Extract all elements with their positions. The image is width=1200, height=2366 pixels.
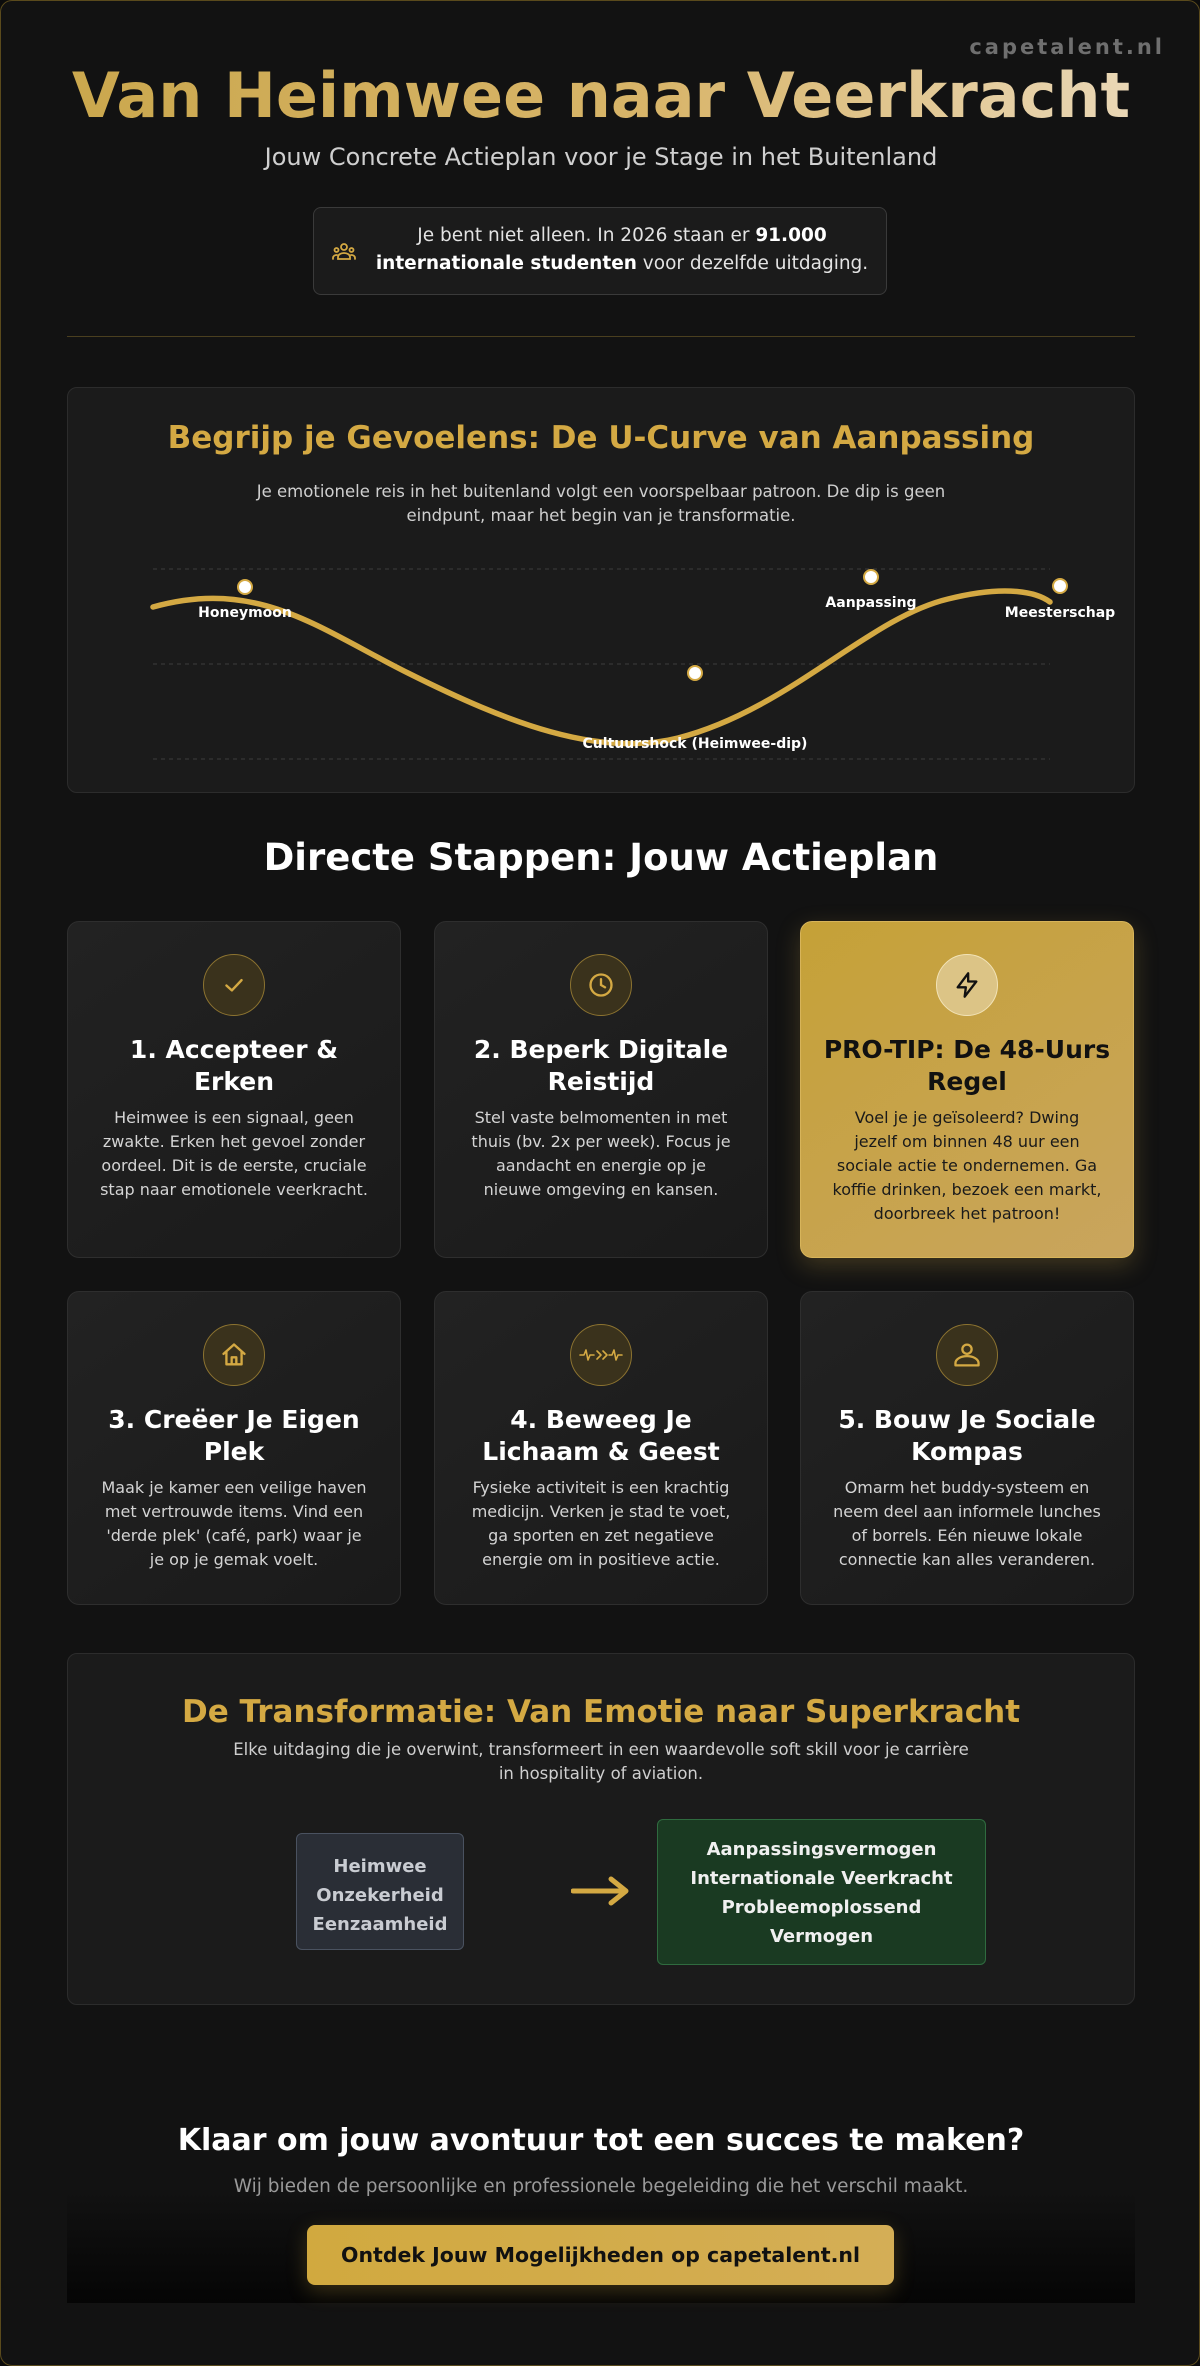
- ucurve-section: Begrijp je Gevoelens: De U-Curve van Aan…: [67, 387, 1135, 793]
- superpower-item: Aanpassingsvermogen: [706, 1839, 937, 1860]
- emotion-item: Onzekerheid: [316, 1885, 444, 1906]
- user-icon: [936, 1324, 998, 1386]
- superpower-box: Aanpassingsvermogen Internationale Veerk…: [657, 1819, 986, 1965]
- svg-text:Honeymoon: Honeymoon: [198, 605, 292, 621]
- step-text: Stel vaste belmomenten in met thuis (bv.…: [471, 1108, 731, 1199]
- step-card-protip: PRO-TIP: De 48-Uurs Regel Voel je je geï…: [800, 921, 1134, 1258]
- page-subtitle: Jouw Concrete Actieplan voor je Stage in…: [264, 143, 938, 171]
- step-text: Omarm het buddy-systeem en neem deel aan…: [833, 1478, 1101, 1569]
- step-title: 3. Creëer Je Eigen Plek: [108, 1405, 360, 1466]
- ucurve-title: Begrijp je Gevoelens: De U-Curve van Aan…: [167, 420, 1035, 456]
- step-card-beweeg: 4. Beweeg Je Lichaam & Geest Fysieke act…: [434, 1291, 768, 1605]
- actionplan-title: Directe Stappen: Jouw Actieplan: [263, 836, 939, 879]
- ucurve-point-aanpassing: Aanpassing: [825, 569, 917, 611]
- transformation-title: De Transformatie: Van Emotie naar Superk…: [181, 1694, 1021, 1730]
- superpower-item: Probleemoplossend: [721, 1897, 922, 1918]
- step-text: Heimwee is een signaal, geen zwakte. Erk…: [100, 1108, 368, 1199]
- step-card-sociaal: 5. Bouw Je Sociale Kompas Omarm het budd…: [800, 1291, 1134, 1605]
- chart-gridlines: [153, 568, 1050, 760]
- step-text: Voel je je geïsoleerd? Dwing jezelf om b…: [832, 1108, 1102, 1223]
- student-count-highlight: 91.000 internationale studenten: [375, 225, 827, 274]
- step-title: 1. Accepteer & Erken: [129, 1035, 339, 1096]
- emotion-box: Heimwee Onzekerheid Eenzaamheid: [296, 1833, 464, 1950]
- svg-text:Aanpassing: Aanpassing: [825, 595, 916, 611]
- step-text: Fysieke activiteit is een krachtig medic…: [471, 1478, 731, 1569]
- check-icon: [203, 954, 265, 1016]
- step-card-digitaal: 2. Beperk Digitale Reistijd Stel vaste b…: [434, 921, 768, 1258]
- svg-text:Cultuurshock (Heimwee-dip): Cultuurshock (Heimwee-dip): [583, 736, 808, 752]
- step-card-accepteer: 1. Accepteer & Erken Heimwee is een sign…: [67, 921, 401, 1258]
- step-title: 2. Beperk Digitale Reistijd: [473, 1035, 729, 1096]
- emotion-item: Heimwee: [333, 1856, 427, 1877]
- ucurve-description: Je emotionele reis in het buitenland vol…: [256, 482, 946, 525]
- transformation-description: Elke uitdaging die je overwint, transfor…: [233, 1740, 969, 1783]
- svg-text:Meesterschap: Meesterschap: [1005, 605, 1115, 621]
- superpower-item: Vermogen: [769, 1926, 874, 1947]
- activity-icon: [570, 1324, 632, 1386]
- lightning-icon: [936, 954, 998, 1016]
- step-title: 4. Beweeg Je Lichaam & Geest: [482, 1405, 720, 1466]
- cta-title: Klaar om jouw avontuur tot een succes te…: [177, 2123, 1025, 2158]
- step-text: Maak je kamer een veilige haven met vert…: [101, 1478, 367, 1569]
- step-title: 5. Bouw Je Sociale Kompas: [838, 1405, 1096, 1466]
- cta-button[interactable]: Ontdek Jouw Mogelijkheden op capetalent.…: [307, 2225, 894, 2285]
- clock-icon: [570, 954, 632, 1016]
- ucurve-point-cultuurshock: Cultuurshock (Heimwee-dip): [583, 665, 808, 752]
- ucurve-chart: Honeymoon Cultuurshock (Heimwee-dip) Aan…: [150, 568, 1115, 760]
- info-banner: Je bent niet alleen. In 2026 staan er 91…: [313, 207, 887, 295]
- header-divider: [67, 336, 1135, 337]
- people-icon: [332, 243, 356, 260]
- ucurve-point-honeymoon: Honeymoon: [198, 579, 292, 621]
- ucurve-point-meesterschap: Meesterschap: [1005, 578, 1115, 621]
- step-card-eigen-plek: 3. Creëer Je Eigen Plek Maak je kamer ee…: [67, 1291, 401, 1605]
- step-title: PRO-TIP: De 48-Uurs Regel: [823, 1035, 1111, 1096]
- ucurve-line: [150, 588, 1053, 747]
- page-title: Van Heimwee naar Veerkracht: [1, 59, 1199, 132]
- arrow-right-icon: [571, 1876, 629, 1906]
- cta-subtitle: Wij bieden de persoonlijke en profession…: [233, 2176, 969, 2197]
- banner-text: Je bent niet alleen. In 2026 staan er 91…: [375, 225, 869, 274]
- superpower-item: Internationale Veerkracht: [690, 1868, 953, 1889]
- home-icon: [203, 1324, 265, 1386]
- emotion-item: Eenzaamheid: [312, 1914, 448, 1935]
- brand-watermark: capetalent.nl: [969, 35, 1165, 59]
